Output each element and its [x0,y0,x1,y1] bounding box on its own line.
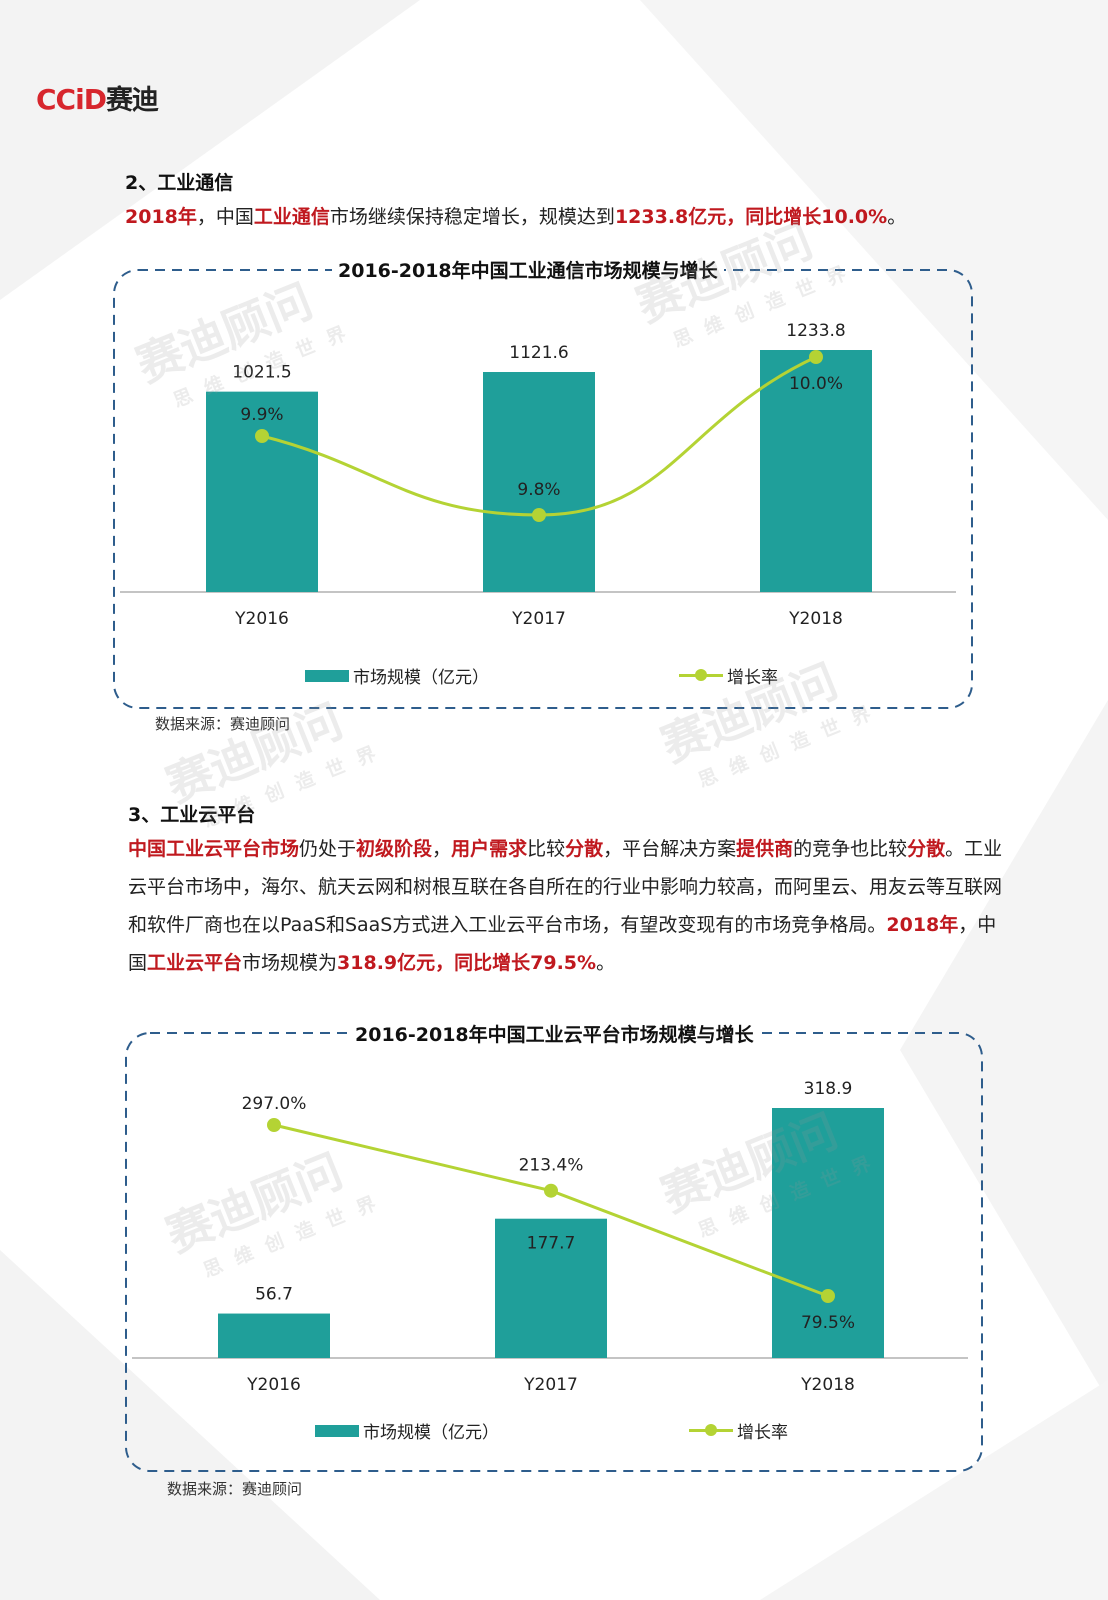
bar [206,391,318,592]
body-text: 的竞争也比较 [793,838,908,860]
legend-item-bar: 市场规模（亿元） [305,663,489,688]
section3-paragraph: 中国工业云平台市场仍处于初级阶段，用户需求比较分散，平台解决方案提供商的竞争也比… [128,830,1008,982]
growth-value-label: 79.5% [801,1313,855,1333]
body-text: 比较 [527,838,566,860]
bar [495,1218,607,1358]
growth-point [544,1183,558,1198]
highlight-text: 用户需求 [451,838,528,860]
highlight-text: 中国工业云平台市场 [128,838,300,860]
chart2-source: 数据来源：赛迪顾问 [167,1480,303,1498]
bar-value-label: 1233.8 [786,321,845,341]
bar-value-label: 1021.5 [232,363,291,383]
bar-value-label: 177.7 [527,1234,576,1254]
highlight-text: 工业云平台 [147,952,243,974]
bar-value-label: 56.7 [255,1285,293,1305]
legend-line-swatch [679,669,723,681]
legend-bar-swatch [305,669,349,682]
legend-item-line: 增长率 [689,1418,788,1443]
legend-bar-label: 市场规模（亿元） [353,668,489,688]
body-text: 市场继续保持稳定增长，规模达到 [329,206,615,228]
body-text: 仍处于 [299,838,357,860]
body-text: 市场规模为 [242,952,338,974]
chart2-legend: 市场规模（亿元） 增长率 [315,1418,788,1443]
growth-value-label: 213.4% [519,1156,584,1176]
section2-paragraph: 2018年，中国工业通信市场继续保持稳定增长，规模达到1233.8亿元，同比增长… [125,198,1005,236]
body-text: 。 [596,952,616,974]
body-text: ， [432,838,452,860]
legend-item-bar: 市场规模（亿元） [315,1418,499,1443]
bar [218,1313,330,1358]
body-text: 。工业云平台市场中，海尔、航天云网和树根互联在各自所在的行业中影响力较高，而阿里… [128,838,1003,936]
bar [772,1108,884,1358]
section3-heading: 3、工业云平台 [128,804,256,826]
growth-value-label: 297.0% [242,1094,307,1114]
highlight-text: 分散 [565,838,604,860]
chart1-frame [112,268,974,710]
growth-value-label: 9.9% [240,405,283,425]
growth-point [532,508,546,522]
body-text: ，中国 [196,206,254,228]
highlight-text: 提供商 [736,838,794,860]
x-tick-label: Y2017 [511,609,566,629]
ccid-logo: CCiD赛迪 [36,78,159,117]
logo-latin: CCiD [36,83,107,116]
legend-line-swatch [689,1424,733,1436]
highlight-text: 分散 [907,838,946,860]
legend-bar-swatch [315,1424,359,1437]
growth-point [267,1118,281,1132]
x-tick-label: Y2016 [246,1375,301,1395]
body-text: 。 [887,206,907,228]
chart1-plot: 1021.5 Y2016 1121.6 Y2017 1233.8 Y2018 9.9% 9.8… [120,321,956,629]
chart2-frame [124,1031,984,1473]
legend-bar-label: 市场规模（亿元） [363,1423,499,1443]
legend-line-label: 增长率 [727,668,778,688]
chart1-border [113,269,973,709]
chart1-legend: 市场规模（亿元） 增长率 [305,663,778,688]
bar [483,372,595,592]
logo-cn: 赛迪 [105,85,159,116]
x-tick-label: Y2018 [788,609,843,629]
legend-line-label: 增长率 [737,1423,788,1443]
legend-item-line: 增长率 [679,663,778,688]
highlight-text: 工业通信 [253,206,330,228]
section2-heading: 2、工业通信 [125,172,234,194]
highlight-text: 2018年 [125,206,197,228]
bar [760,350,872,592]
chart2-border [125,1032,983,1472]
body-text: ，平台解决方案 [603,838,737,860]
highlight-text: 初级阶段 [356,838,433,860]
chart1-source: 数据来源：赛迪顾问 [155,715,291,733]
growth-point [821,1289,835,1303]
highlight-text: 1233.8亿元，同比增长10.0% [614,206,888,228]
x-tick-label: Y2018 [800,1375,855,1395]
bar-value-label: 318.9 [804,1079,853,1099]
x-tick-label: Y2016 [234,609,289,629]
chart2-title: 2016-2018年中国工业云平台市场规模与增长 [349,1020,760,1047]
highlight-text: 2018年 [886,914,959,936]
x-tick-label: Y2017 [523,1375,578,1395]
bar-value-label: 1121.6 [509,343,568,363]
growth-value-label: 9.8% [517,480,560,500]
growth-point [255,429,269,443]
highlight-text: 318.9亿元，同比增长79.5% [337,952,597,974]
growth-value-label: 10.0% [789,374,843,394]
chart1-title: 2016-2018年中国工业通信市场规模与增长 [332,256,724,283]
body-text: ，中国 [128,914,997,974]
growth-point [809,350,823,364]
chart2-plot: 56.7 Y2016 177.7 Y2017 318.9 Y2018 297.0% 213.4… [132,1079,968,1395]
